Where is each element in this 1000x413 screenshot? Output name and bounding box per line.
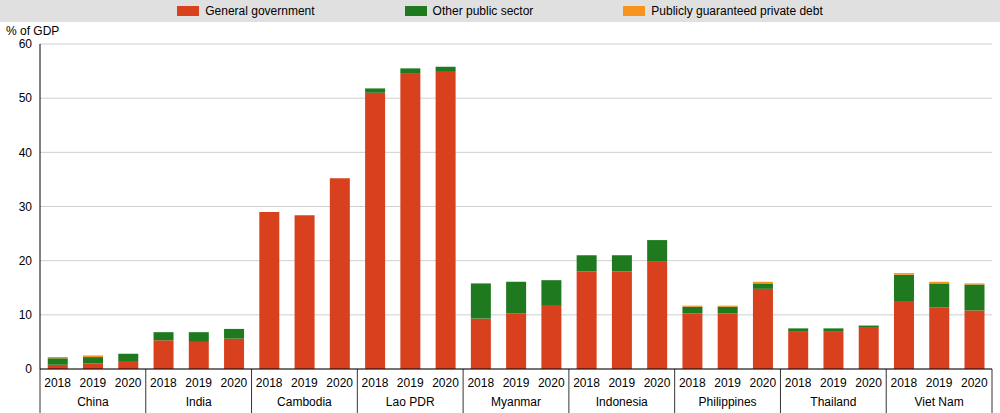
svg-text:2019: 2019 bbox=[185, 376, 212, 390]
svg-text:2020: 2020 bbox=[749, 376, 776, 390]
html-text:% of GDP: % of GDP bbox=[6, 24, 60, 38]
svg-text:2019: 2019 bbox=[714, 376, 741, 390]
svg-text:2019: 2019 bbox=[926, 376, 953, 390]
svg-text:2019: 2019 bbox=[608, 376, 635, 390]
svg-text:2018: 2018 bbox=[256, 376, 283, 390]
svg-text:2018: 2018 bbox=[150, 376, 177, 390]
svg-text:10: 10 bbox=[19, 308, 33, 322]
svg-text:China: China bbox=[77, 395, 109, 409]
svg-text:2018: 2018 bbox=[44, 376, 71, 390]
svg-text:2018: 2018 bbox=[679, 376, 706, 390]
svg-text:India: India bbox=[186, 395, 212, 409]
svg-text:2020: 2020 bbox=[538, 376, 565, 390]
svg-text:0: 0 bbox=[25, 362, 32, 376]
svg-text:2020: 2020 bbox=[326, 376, 353, 390]
svg-text:30: 30 bbox=[19, 200, 33, 214]
svg-text:2020: 2020 bbox=[221, 376, 248, 390]
svg-text:Myanmar: Myanmar bbox=[491, 395, 541, 409]
svg-text:Thailand: Thailand bbox=[810, 395, 856, 409]
svg-text:20: 20 bbox=[19, 254, 33, 268]
svg-text:2020: 2020 bbox=[115, 376, 142, 390]
svg-text:2018: 2018 bbox=[785, 376, 812, 390]
svg-text:Lao PDR: Lao PDR bbox=[386, 395, 435, 409]
svg-text:Philippines: Philippines bbox=[699, 395, 757, 409]
html-text:General government: General government bbox=[205, 4, 315, 18]
html-text:Other public sector: Other public sector bbox=[432, 4, 534, 18]
svg-text:2020: 2020 bbox=[644, 376, 671, 390]
svg-text:Indonesia: Indonesia bbox=[596, 395, 648, 409]
svg-text:2020: 2020 bbox=[432, 376, 459, 390]
svg-text:2018: 2018 bbox=[573, 376, 600, 390]
svg-text:2018: 2018 bbox=[467, 376, 494, 390]
svg-text:2019: 2019 bbox=[503, 376, 530, 390]
svg-text:2020: 2020 bbox=[961, 376, 988, 390]
svg-text:2019: 2019 bbox=[820, 376, 847, 390]
svg-text:Viet Nam: Viet Nam bbox=[915, 395, 964, 409]
svg-text:2020: 2020 bbox=[855, 376, 882, 390]
svg-text:2019: 2019 bbox=[80, 376, 107, 390]
svg-text:60: 60 bbox=[19, 37, 33, 51]
svg-text:2018: 2018 bbox=[891, 376, 918, 390]
svg-text:40: 40 bbox=[19, 146, 33, 160]
svg-text:50: 50 bbox=[19, 91, 33, 105]
svg-text:Cambodia: Cambodia bbox=[277, 395, 332, 409]
svg-text:2019: 2019 bbox=[397, 376, 424, 390]
svg-text:2018: 2018 bbox=[362, 376, 389, 390]
html-text:Publicly guaranteed private de: Publicly guaranteed private debt bbox=[651, 4, 823, 18]
svg-text:2019: 2019 bbox=[291, 376, 318, 390]
